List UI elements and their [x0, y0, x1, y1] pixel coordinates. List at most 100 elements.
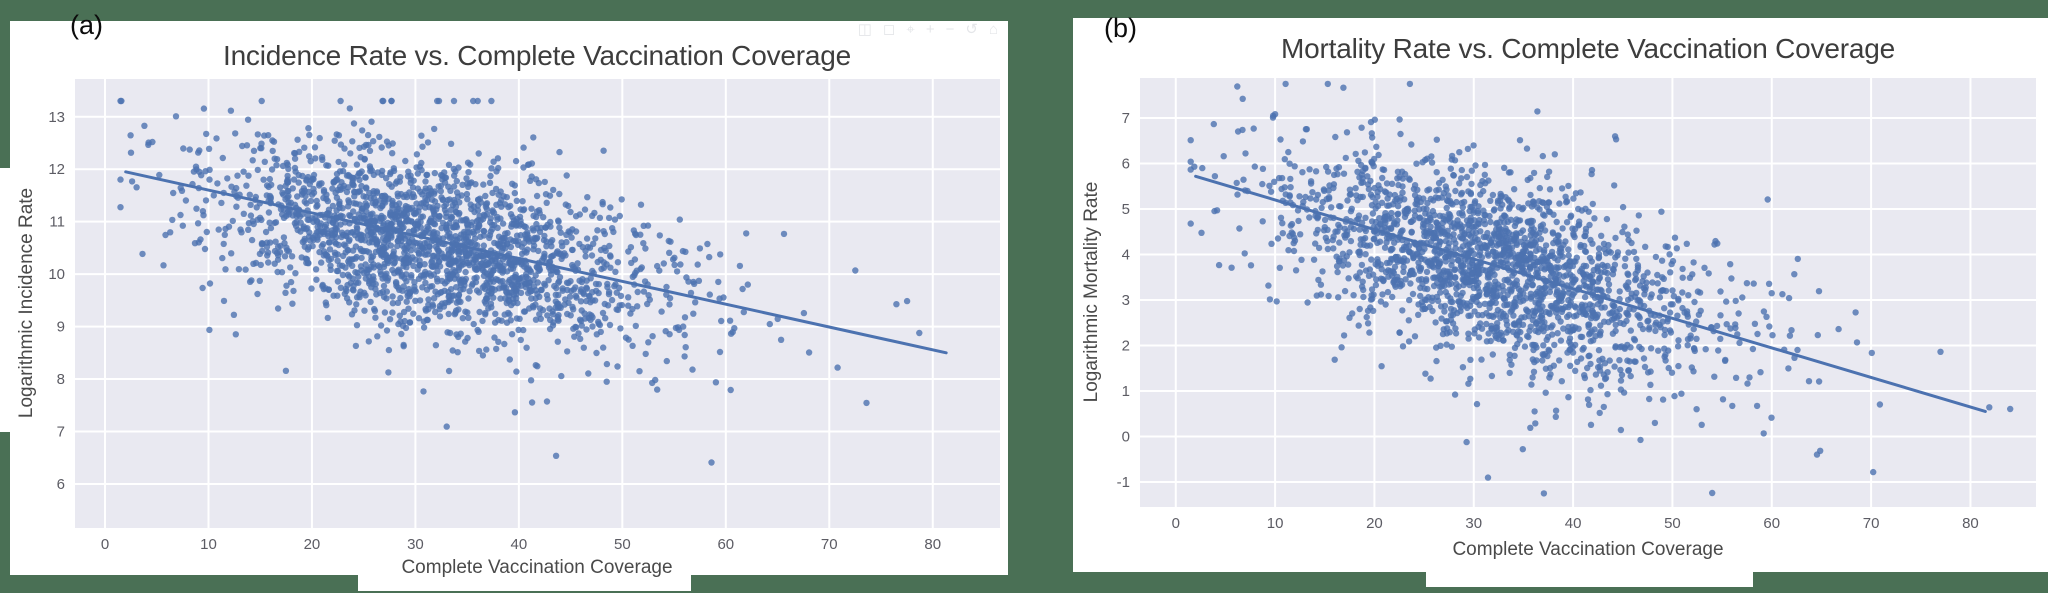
scatter-point: [354, 189, 361, 196]
scatter-point: [1438, 315, 1445, 322]
zoom-out-icon[interactable]: −: [945, 21, 955, 38]
scatter-point: [1370, 291, 1377, 298]
scatter-point: [663, 357, 670, 365]
y-axis-label-a: Logarithmic Incidence Rate: [16, 188, 37, 418]
scatter-point: [195, 239, 202, 246]
scatter-point: [1648, 291, 1655, 298]
scatter-point: [474, 97, 481, 105]
scatter-point: [1612, 136, 1620, 143]
zoom-in-icon[interactable]: +: [925, 21, 935, 38]
scatter-point: [394, 299, 402, 306]
scatter-point: [498, 203, 505, 210]
scatter-point: [1507, 308, 1514, 315]
scatter-point: [1685, 292, 1692, 299]
scatter-point: [495, 164, 502, 172]
scatter-point: [586, 311, 593, 318]
scatter-point: [1448, 257, 1456, 265]
scatter-point: [424, 139, 432, 146]
scatter-point: [1391, 263, 1399, 271]
scatter-point: [1627, 372, 1634, 380]
scatter-point: [462, 308, 469, 315]
scatter-point: [426, 204, 433, 211]
scatter-point: [269, 137, 276, 144]
scatter-point: [1397, 277, 1404, 285]
scatter-point: [712, 379, 720, 386]
scatter-point: [1268, 240, 1275, 247]
scatter-point: [289, 300, 296, 307]
scatter-point: [1567, 346, 1574, 353]
scatter-point: [353, 301, 360, 308]
autoscale-icon[interactable]: ↺: [965, 21, 978, 38]
scatter-point: [682, 248, 689, 255]
scatter-point: [1433, 136, 1440, 143]
scatter-point: [607, 264, 614, 271]
scatter-point: [1377, 298, 1385, 305]
scatter-point: [381, 309, 389, 316]
scatter-point: [1452, 187, 1459, 195]
scatter-point: [1628, 239, 1635, 247]
scatter-point: [380, 97, 387, 105]
scatter-point: [1606, 357, 1613, 364]
scatter-point: [1533, 237, 1540, 244]
scatter-point: [1478, 325, 1486, 332]
scatter-point: [1198, 229, 1205, 236]
figure-panel-a: 0 10 20 30 40 50 60 70 80 6 7 8 9 10 11 12 13 Incidence …: [10, 21, 1008, 578]
scatter-point: [347, 150, 354, 157]
scatter-point: [465, 314, 472, 321]
scatter-point: [1693, 318, 1700, 325]
scatter-point: [194, 220, 202, 227]
scatter-point: [432, 243, 440, 250]
y-tick-label: 8: [57, 371, 65, 388]
scatter-point: [1636, 343, 1643, 351]
scatter-point: [1604, 391, 1611, 398]
scatter-point: [1450, 171, 1457, 179]
scatter-point: [1475, 334, 1483, 341]
scatter-point: [400, 343, 407, 350]
scatter-point: [331, 137, 338, 144]
scatter-point: [1285, 247, 1292, 254]
scatter-point: [1669, 257, 1677, 265]
zoom-box-icon[interactable]: ◻: [882, 21, 896, 38]
scatter-point: [254, 131, 261, 138]
scatter-point: [291, 155, 299, 162]
scatter-point: [541, 250, 548, 257]
scatter-point: [1439, 219, 1446, 227]
pan-icon[interactable]: ⌖: [906, 21, 915, 38]
scatter-point: [1527, 424, 1534, 431]
x-tick-label: 70: [1863, 515, 1880, 532]
scatter-point: [1551, 341, 1558, 349]
scatter-point: [1487, 337, 1494, 345]
scatter-point: [1516, 336, 1523, 343]
scatter-point: [320, 241, 327, 248]
scatter-point: [377, 322, 385, 329]
scatter-point: [331, 249, 339, 256]
scatter-point: [800, 309, 808, 317]
scatter-point: [303, 256, 311, 263]
scatter-point: [1597, 382, 1605, 389]
scatter-point: [1693, 406, 1700, 413]
scatter-point: [206, 326, 213, 334]
scatter-point: [323, 226, 330, 233]
reset-axes-icon[interactable]: ⌂: [988, 21, 998, 38]
xlabel-bbox-a: [358, 575, 691, 591]
scatter-point: [1785, 294, 1793, 302]
scatter-point: [616, 284, 623, 291]
scatter-point: [1477, 191, 1484, 198]
scatter-point: [1340, 332, 1348, 339]
scatter-point: [1499, 251, 1506, 258]
scatter-point: [1453, 198, 1460, 206]
scatter-point: [1467, 356, 1474, 363]
scatter-point: [1397, 283, 1404, 290]
scatter-point: [1210, 120, 1217, 128]
scatter-point: [1457, 292, 1464, 300]
scatter-point: [378, 250, 385, 258]
scatter-point: [383, 230, 390, 238]
scatter-point: [177, 211, 184, 219]
scatter-point: [322, 251, 329, 258]
scatter-point: [1400, 268, 1407, 276]
scatter-point: [1520, 290, 1527, 297]
scatter-point: [1937, 348, 1944, 355]
camera-icon[interactable]: ◫: [857, 21, 872, 38]
plotly-modebar: ◫ ◻ ⌖ + − ↺ ⌂: [858, 22, 998, 37]
